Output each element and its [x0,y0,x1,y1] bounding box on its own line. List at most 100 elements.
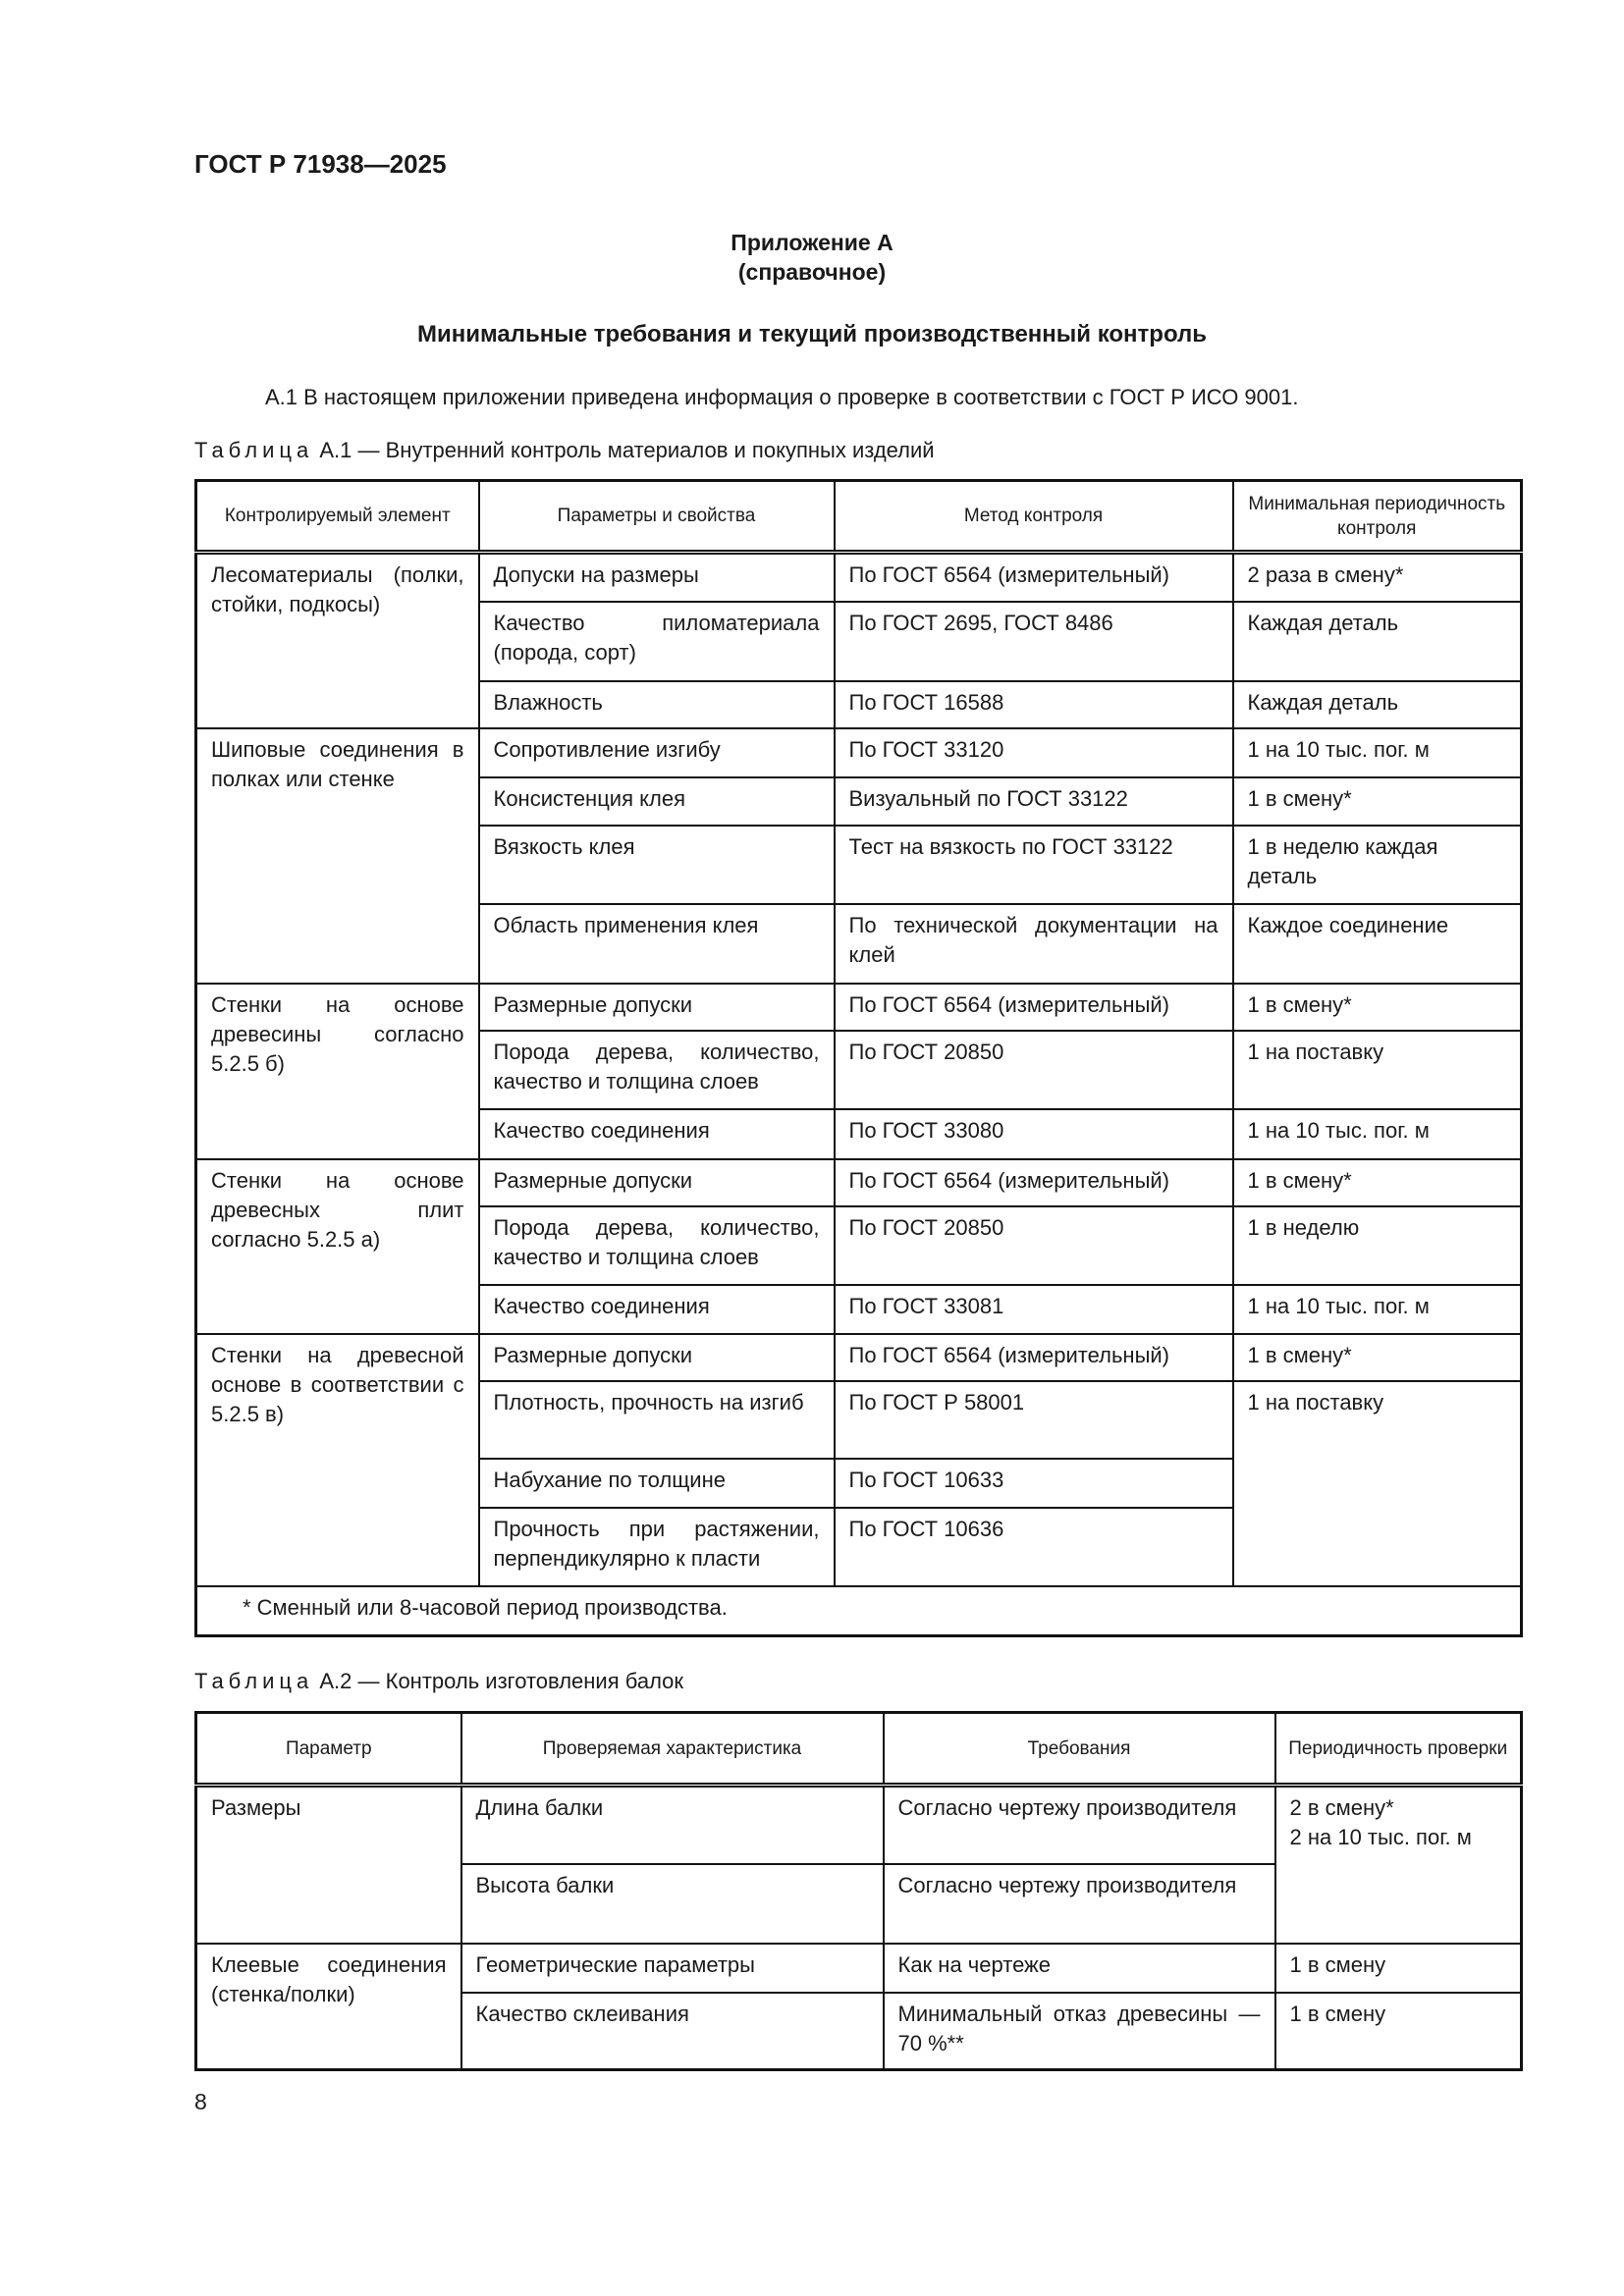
method-cell: Минимальный отказ древесины — 70 %** [882,1991,1276,2071]
period-cell: 1 на поставку [1231,1029,1523,1110]
period-cell: Каждое соединение [1231,902,1523,985]
table-row: Стенки на основе древесины согласно 5.2.… [194,982,1523,1160]
method-cell: Как на чертеже [882,1942,1276,1994]
parameter-cell: Порода дерева, количество, качество и то… [477,1204,836,1286]
table-row: Порода дерева, количество, качество и то… [196,1029,1523,1110]
table2-caption: Таблица А.2 — Контроль изготовления бало… [194,1669,683,1694]
column-header: Параметр [194,1711,462,1787]
parameter-cell: Качество склеивания [460,1991,885,2071]
method-cell: Тест на вязкость по ГОСТ 33122 [833,824,1234,905]
table2-caption-prefix: Таблица [194,1669,314,1693]
method-cell: По ГОСТ 20850 [833,1029,1234,1110]
period-cell: 2 в смену* 2 на 10 тыс. пог. м [1273,1784,1523,1945]
element-cell: Клеевые соединения (стенка/полки) [194,1942,462,2071]
method-cell: Согласно чертежу производителя [882,1784,1276,1865]
parameter-cell: Качество соединения [477,1283,836,1335]
footnote-row: * Сменный или 8-часовой период производс… [194,1584,1523,1637]
table-row: Стенки на основе древесных плит согласно… [194,1157,1523,1335]
annex-type: (справочное) [737,259,887,285]
parameter-cell: Длина балки [460,1784,885,1865]
table-row: Размеры Длина балки Согласно чертежу произ… [194,1784,1523,1945]
annex-title: Приложение А [731,230,893,255]
table-footnote: * Сменный или 8-часовой период производс… [194,1584,1523,1637]
method-cell: По ГОСТ 2695, ГОСТ 8486 [833,600,1234,682]
parameter-cell: Плотность, прочность на изгиб [477,1379,836,1460]
table-a1: Контролируемый элемент Параметры и свойст… [194,479,1523,1637]
period-cell: 1 на 10 тыс. пог. м [1231,726,1523,778]
table1-caption: Таблица А.1 — Внутренний контроль матери… [194,438,935,463]
parameter-cell: Порода дерева, количество, качество и то… [477,1029,836,1110]
table-row: Вязкость клея Тест на вязкость по ГОСТ 33… [196,824,1523,905]
header-row: Параметр Проверяемая характеристика Требов… [194,1711,1523,1787]
period-cell: Каждая деталь [1231,600,1523,682]
method-cell: По ГОСТ 33080 [833,1107,1234,1160]
period-cell: 1 в смену* [1231,775,1523,827]
table-row: Качество пиломатериала (порода, сорт) По … [196,600,1523,682]
parameter-cell: Вязкость клея [477,824,836,905]
period-cell: 1 на 10 тыс. пог. м [1231,1283,1523,1335]
element-cell: Стенки на основе древесных плит согласно… [194,1157,480,1335]
element-cell: Размеры [194,1784,462,1945]
period-cell: Каждая деталь [1231,679,1523,729]
period-cell: 1 на поставку [1231,1379,1523,1587]
column-header: Минимальная периодичность контроля [1231,479,1523,554]
method-cell: Визуальный по ГОСТ 33122 [833,775,1234,827]
page-number: 8 [194,2089,207,2114]
period-cell: 1 в смену* [1231,982,1523,1032]
document-title: ГОСТ Р 71938—2025 [194,149,447,179]
method-cell: По технической документации на клей [833,902,1234,985]
table-row: Консистенция клея Визуальный по ГОСТ 3312… [196,775,1523,827]
parameter-cell: Высота балки [460,1862,885,1945]
element-cell: Лесоматериалы (полки, стойки, подкосы) [194,551,480,729]
table-row: Высота балки Согласно чертежу производите… [196,1862,1522,1945]
element-cell: Стенки на основе древесины согласно 5.2.… [194,982,480,1160]
method-cell: По ГОСТ 6564 (измерительный) [833,1332,1234,1382]
period-cell: 1 на 10 тыс. пог. м [1231,1107,1523,1160]
column-header: Периодичность проверки [1273,1711,1523,1787]
method-cell: По ГОСТ 33120 [833,726,1234,778]
header-row: Контролируемый элемент Параметры и свойст… [194,479,1523,554]
method-cell: По ГОСТ 10633 [833,1457,1234,1509]
column-header: Параметры и свойства [477,479,836,554]
table-row: Влажность По ГОСТ 16588 Каждая деталь [196,679,1523,729]
column-header: Метод контроля [833,479,1234,554]
table2-caption-text: А.2 — Контроль изготовления балок [313,1669,684,1693]
element-cell: Шиповые соединения в полках или стенке [194,726,480,985]
parameter-cell: Допуски на размеры [477,551,836,603]
column-header: Проверяемая характеристика [460,1711,885,1787]
table-row: Стенки на древесной основе в соответстви… [194,1332,1523,1587]
paragraph-a1: А.1 В настоящем приложении приведена инф… [265,385,1299,409]
method-cell: По ГОСТ 16588 [833,679,1234,729]
period-cell: 1 в неделю каждая деталь [1231,824,1523,905]
parameter-cell: Консистенция клея [477,775,836,827]
table1-caption-prefix: Таблица [194,438,314,462]
period-cell: 2 раза в смену* [1231,551,1523,603]
table-a2: Параметр Проверяемая характеристика Требов… [194,1711,1523,2071]
period-cell: 1 в смену [1273,1942,1523,1994]
method-cell: По ГОСТ 6564 (измерительный) [833,551,1234,603]
table-row: Порода дерева, количество, качество и то… [196,1204,1523,1286]
parameter-cell: Размерные допуски [477,1332,836,1382]
parameter-cell: Сопротивление изгибу [477,726,836,778]
period-cell: 1 в неделю [1231,1204,1523,1286]
table-row: Качество соединения По ГОСТ 33080 1 на 10 … [196,1107,1523,1160]
column-header: Требования [882,1711,1276,1787]
parameter-cell: Размерные допуски [477,1157,836,1207]
parameter-cell: Размерные допуски [477,982,836,1032]
table-row: Качество соединения По ГОСТ 33081 1 на 10 … [196,1283,1523,1335]
table-row: Плотность, прочность на изгиб По ГОСТ Р 5… [196,1379,1523,1587]
table-row: Клеевые соединения (стенка/полки) Геометр… [194,1942,1523,2071]
method-cell: По ГОСТ 6564 (измерительный) [833,1157,1234,1207]
table-row: Качество склеивания Минимальный отказ дре… [196,1991,1523,2071]
period-cell: 1 в смену* [1231,1157,1523,1207]
annex-heading: Минимальные требования и текущий произво… [416,321,1208,347]
parameter-cell: Влажность [477,679,836,729]
method-cell: По ГОСТ 20850 [833,1204,1234,1286]
table-row: Лесоматериалы (полки, стойки, подкосы) До… [194,551,1523,729]
method-cell: По ГОСТ 6564 (измерительный) [833,982,1234,1032]
table1-caption-text: А.1 — Внутренний контроль материалов и п… [313,438,935,462]
table-row: Шиповые соединения в полках или стенке Со… [194,726,1523,985]
period-cell: 1 в смену [1273,1991,1523,2071]
method-cell: По ГОСТ Р 58001 [833,1379,1234,1460]
table-row: Прочность при растяжении, перпендикулярн… [196,1506,1522,1587]
